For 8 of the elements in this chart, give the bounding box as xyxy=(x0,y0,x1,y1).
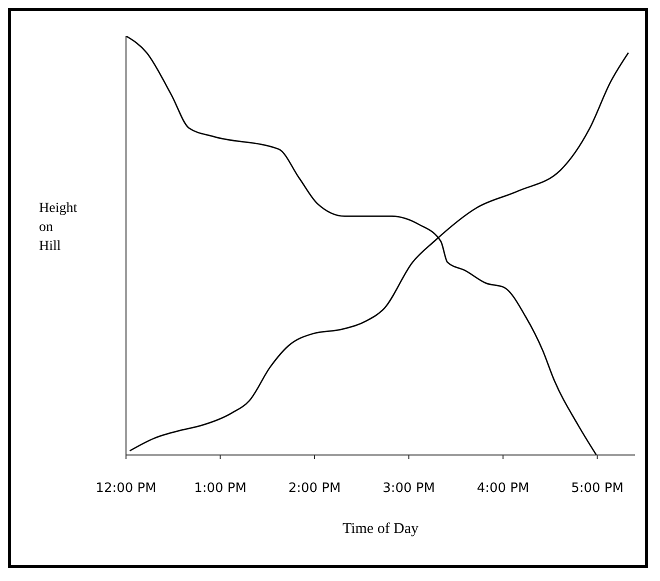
x-axis-title: Time of Day xyxy=(342,521,420,537)
x-tick-label: 12:00 PM xyxy=(96,481,156,496)
y-axis-title: Height on Hill xyxy=(39,200,78,254)
x-tick-label: 5:00 PM xyxy=(571,481,624,496)
x-tick-label: 3:00 PM xyxy=(382,481,435,496)
x-tick-label: 2:00 PM xyxy=(288,481,341,496)
x-tick-label: 1:00 PM xyxy=(194,481,246,496)
x-tick-label: 4:00 PM xyxy=(476,481,530,496)
